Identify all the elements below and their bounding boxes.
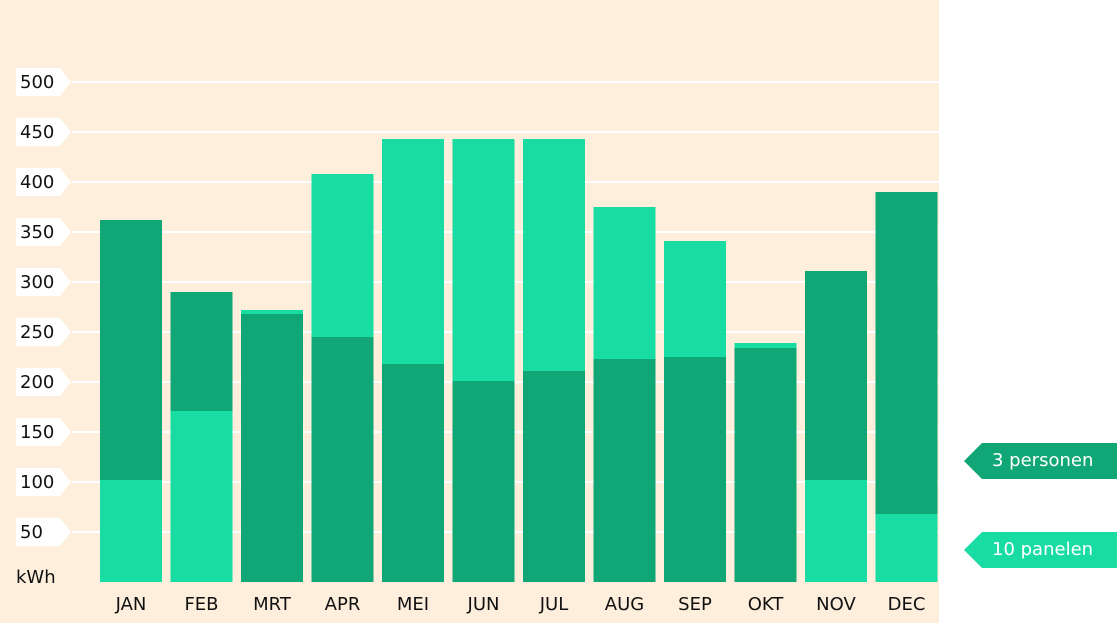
bar-consumption-jun bbox=[452, 381, 515, 582]
y-tick-label: 100 bbox=[20, 472, 54, 493]
bar-consumption-mrt bbox=[241, 314, 303, 582]
x-tick-label-mei: MEI bbox=[397, 594, 429, 615]
x-tick-label-jun: JUN bbox=[467, 594, 500, 615]
y-tick-label: 350 bbox=[20, 222, 54, 243]
bar-group-dec bbox=[875, 192, 938, 582]
bar-consumption-mei bbox=[382, 364, 444, 582]
bar-group-apr bbox=[311, 174, 374, 582]
x-tick-label-apr: APR bbox=[325, 594, 361, 615]
bar-consumption-okt bbox=[734, 348, 797, 582]
legend-3-personen: 3 personen bbox=[964, 443, 1117, 479]
y-tick-label: 300 bbox=[20, 272, 54, 293]
legend-label-3-personen: 3 personen bbox=[992, 450, 1094, 471]
bar-production-dec bbox=[875, 514, 938, 582]
legend-label-10-panelen: 10 panelen bbox=[992, 539, 1094, 560]
bar-group-sep bbox=[664, 241, 726, 582]
bar-consumption-apr bbox=[311, 337, 374, 582]
y-tick-box bbox=[16, 368, 71, 396]
bar-consumption-sep bbox=[664, 357, 726, 582]
y-tick-box bbox=[16, 418, 71, 446]
x-axis: JAN FEB MRT APR MEI JUN JUL AUG SEP OKT NOV DEC bbox=[115, 594, 926, 615]
y-tick-250: 250 bbox=[16, 318, 71, 346]
bar-consumption-aug bbox=[593, 359, 656, 582]
x-tick-label-dec: DEC bbox=[888, 594, 926, 615]
y-tick-box bbox=[16, 218, 71, 246]
y-tick-450: 450 bbox=[16, 118, 71, 146]
bar-group-aug bbox=[593, 207, 656, 582]
y-tick-box bbox=[16, 168, 71, 196]
bar-consumption-jul bbox=[523, 371, 585, 582]
y-tick-label: 500 bbox=[20, 72, 54, 93]
bar-chart: 50 100 150 200 250 300 350 400 450 500 JAN FEB MRT A… bbox=[0, 0, 939, 623]
x-tick-label-okt: OKT bbox=[748, 594, 785, 615]
y-tick-label: 400 bbox=[20, 172, 54, 193]
x-tick-label-sep: SEP bbox=[678, 594, 712, 615]
bar-group-feb bbox=[170, 292, 233, 582]
y-tick-box bbox=[16, 118, 71, 146]
y-axis: 50 100 150 200 250 300 350 400 450 500 bbox=[16, 68, 71, 546]
legend-10-panelen: 10 panelen bbox=[964, 532, 1117, 568]
x-tick-label-jan: JAN bbox=[115, 594, 147, 615]
y-tick-label: 150 bbox=[20, 422, 54, 443]
legend-tag-shape bbox=[964, 443, 1117, 479]
bar-group-mei bbox=[382, 139, 444, 582]
bar-production-nov bbox=[805, 480, 867, 582]
x-tick-label-nov: NOV bbox=[816, 594, 856, 615]
x-tick-label-aug: AUG bbox=[605, 594, 644, 615]
bars bbox=[100, 139, 938, 582]
x-tick-label-jul: JUL bbox=[539, 594, 569, 615]
y-tick-400: 400 bbox=[16, 168, 71, 196]
y-tick-box bbox=[16, 468, 71, 496]
y-tick-box bbox=[16, 268, 71, 296]
y-tick-500: 500 bbox=[16, 68, 71, 96]
y-tick-box bbox=[16, 518, 71, 546]
y-tick-box bbox=[16, 318, 71, 346]
y-tick-100: 100 bbox=[16, 468, 71, 496]
y-tick-label: 200 bbox=[20, 372, 54, 393]
legend-tag-shape bbox=[964, 532, 1117, 568]
y-tick-350: 350 bbox=[16, 218, 71, 246]
bar-group-nov bbox=[805, 271, 867, 582]
x-tick-label-mrt: MRT bbox=[253, 594, 292, 615]
y-tick-label: 50 bbox=[20, 522, 43, 543]
y-tick-50: 50 bbox=[16, 518, 71, 546]
y-tick-label: 250 bbox=[20, 322, 54, 343]
bar-group-jul bbox=[523, 139, 585, 582]
bar-group-okt bbox=[734, 343, 797, 582]
x-tick-label-feb: FEB bbox=[184, 594, 218, 615]
y-tick-200: 200 bbox=[16, 368, 71, 396]
bar-group-mrt bbox=[241, 310, 303, 582]
bar-production-jan bbox=[100, 480, 162, 582]
y-tick-300: 300 bbox=[16, 268, 71, 296]
bar-production-feb bbox=[170, 411, 233, 582]
bar-group-jun bbox=[452, 139, 515, 582]
y-tick-150: 150 bbox=[16, 418, 71, 446]
y-tick-box bbox=[16, 68, 71, 96]
y-axis-label: kWh bbox=[16, 567, 56, 588]
bar-group-jan bbox=[100, 220, 162, 582]
y-tick-label: 450 bbox=[20, 122, 54, 143]
